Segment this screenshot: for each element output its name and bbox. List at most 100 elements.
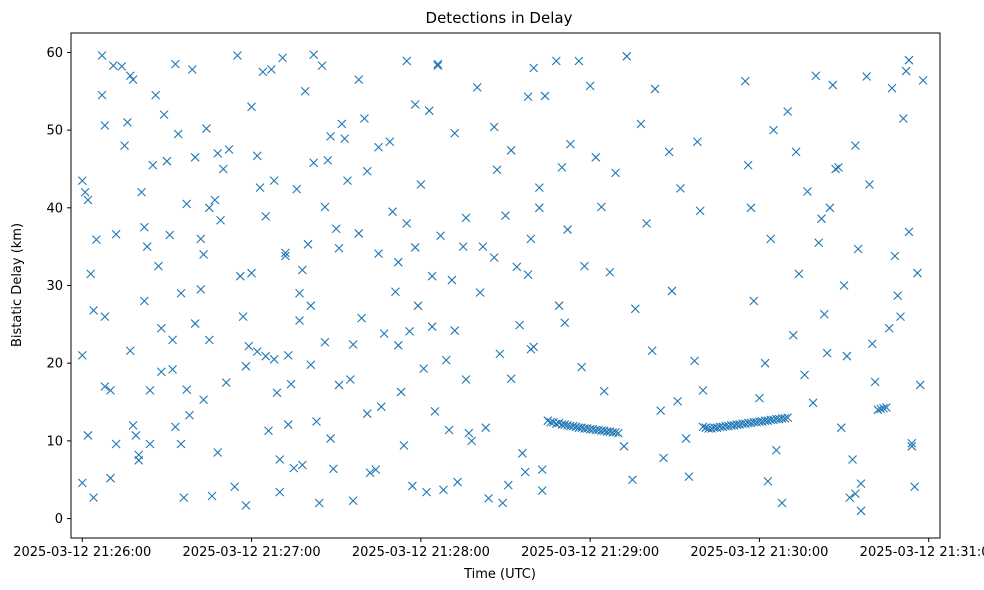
data-point — [272, 388, 282, 398]
data-point — [439, 485, 448, 495]
y-tick-label: 40 — [46, 201, 63, 216]
data-point — [357, 313, 366, 323]
data-point — [283, 351, 293, 360]
data-point — [176, 288, 186, 298]
data-point — [893, 291, 903, 300]
data-point — [783, 107, 793, 116]
data-point — [882, 403, 891, 412]
data-point — [374, 142, 383, 152]
data-point — [261, 211, 271, 221]
data-point — [692, 137, 702, 147]
data-point — [777, 498, 787, 508]
data-point — [261, 351, 271, 361]
data-point — [898, 114, 908, 123]
data-point — [314, 498, 324, 508]
data-point — [303, 239, 313, 249]
data-point — [444, 425, 454, 435]
data-point — [515, 320, 524, 330]
data-point — [354, 75, 364, 85]
data-point — [436, 231, 445, 241]
data-point — [182, 199, 192, 209]
data-point — [534, 183, 544, 192]
data-point — [379, 329, 389, 339]
data-point — [393, 340, 403, 350]
data-point — [241, 500, 251, 510]
data-point — [89, 305, 98, 315]
data-point — [154, 261, 163, 271]
data-point — [537, 465, 547, 475]
data-point — [323, 156, 333, 165]
data-point — [684, 472, 694, 482]
data-point — [196, 234, 206, 244]
data-point — [289, 463, 299, 473]
data-point — [269, 354, 279, 364]
data-point — [92, 235, 101, 245]
data-point — [247, 268, 256, 278]
data-point — [86, 269, 96, 279]
data-point — [698, 422, 708, 432]
data-point — [371, 465, 381, 475]
data-point — [283, 420, 293, 429]
data-point — [134, 455, 144, 465]
data-point — [233, 51, 242, 60]
data-point — [281, 251, 290, 261]
data-points — [77, 50, 928, 516]
data-point — [498, 498, 508, 508]
data-point — [523, 92, 533, 102]
data-point — [295, 288, 304, 298]
data-point — [690, 356, 699, 366]
data-point — [566, 139, 575, 149]
data-point — [836, 423, 846, 433]
data-point — [642, 218, 651, 228]
data-point — [331, 224, 341, 234]
data-point — [275, 455, 285, 464]
data-point — [131, 431, 141, 440]
data-point — [650, 84, 660, 94]
data-point — [865, 180, 874, 189]
y-axis-label: Bistatic Delay (km) — [10, 223, 25, 347]
data-point — [458, 242, 468, 252]
data-point — [402, 56, 412, 66]
data-point — [416, 180, 426, 189]
data-point — [447, 275, 457, 285]
data-point — [628, 475, 637, 485]
data-point — [890, 251, 900, 261]
data-point — [873, 405, 883, 415]
data-point — [763, 476, 773, 486]
data-point — [794, 269, 804, 279]
data-point — [204, 335, 214, 345]
data-point — [83, 195, 93, 205]
y-axis-ticks: 0 10 20 30 40 50 60 — [46, 46, 71, 527]
data-point — [484, 493, 493, 503]
data-point — [156, 367, 166, 377]
data-point — [306, 360, 316, 370]
data-point — [100, 382, 110, 391]
data-point — [238, 312, 248, 321]
data-point — [264, 426, 273, 436]
data-point — [162, 156, 172, 166]
data-point — [433, 61, 443, 71]
data-point — [848, 455, 857, 464]
data-point — [879, 403, 888, 413]
data-point — [819, 309, 829, 319]
data-point — [534, 203, 544, 213]
data-point — [636, 119, 646, 129]
data-point — [159, 110, 169, 119]
data-point — [664, 147, 674, 157]
data-point — [295, 316, 304, 325]
data-point — [374, 249, 383, 259]
data-point — [831, 164, 840, 174]
data-point — [187, 65, 197, 74]
chart-title: Detections in Delay — [426, 9, 573, 27]
data-point — [526, 344, 536, 354]
data-point — [224, 145, 234, 154]
data-point — [207, 491, 217, 501]
data-point — [489, 122, 499, 132]
data-point — [297, 265, 307, 275]
data-point — [904, 227, 914, 237]
data-point — [580, 261, 589, 271]
data-point — [910, 482, 919, 492]
data-point — [591, 152, 601, 162]
data-point — [326, 131, 335, 141]
data-point — [472, 82, 482, 92]
